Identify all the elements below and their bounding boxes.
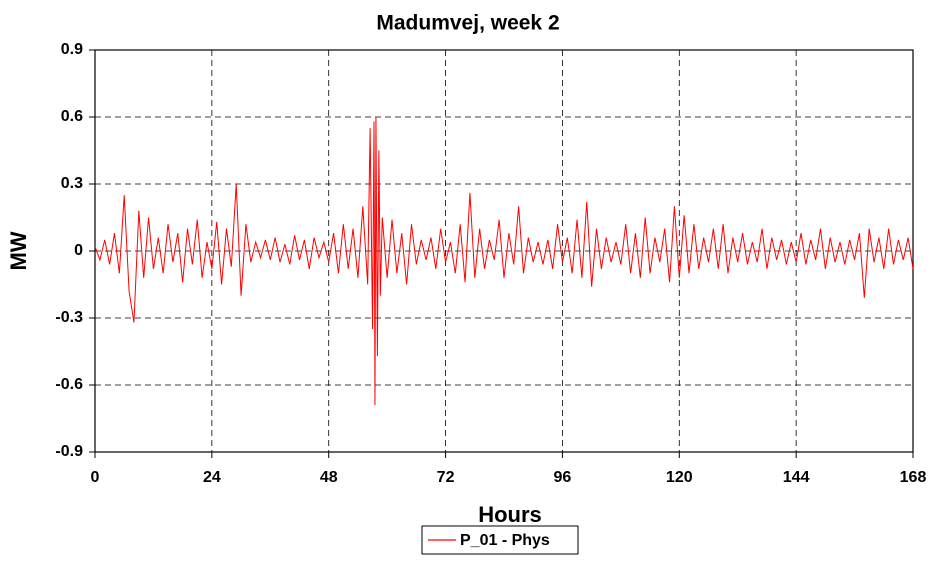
plot-frame xyxy=(94,49,914,453)
x-axis-label: Hours xyxy=(478,502,542,527)
x-tick-label: 48 xyxy=(320,469,338,486)
x-tick-label: 0 xyxy=(91,469,100,486)
x-tick-label: 96 xyxy=(554,469,572,486)
y-tick-label: -0.9 xyxy=(55,443,83,460)
x-tick-label: 144 xyxy=(783,469,810,486)
legend-label: P_01 - Phys xyxy=(460,532,550,549)
x-tick-label: 24 xyxy=(203,469,221,486)
y-tick-label: 0.9 xyxy=(61,41,83,58)
y-tick-label: -0.3 xyxy=(55,309,83,326)
y-tick-label: 0 xyxy=(74,242,83,259)
chart-title: Madumvej, week 2 xyxy=(376,12,559,35)
y-tick-label: -0.6 xyxy=(55,376,83,393)
x-tick-label: 168 xyxy=(900,469,927,486)
x-tick-label: 120 xyxy=(666,469,693,486)
y-axis-label: MW xyxy=(6,231,31,270)
data-line xyxy=(94,116,914,406)
x-tick-label: 72 xyxy=(437,469,455,486)
y-tick-label: 0.6 xyxy=(61,108,83,125)
y-tick-label: 0.3 xyxy=(61,175,83,192)
